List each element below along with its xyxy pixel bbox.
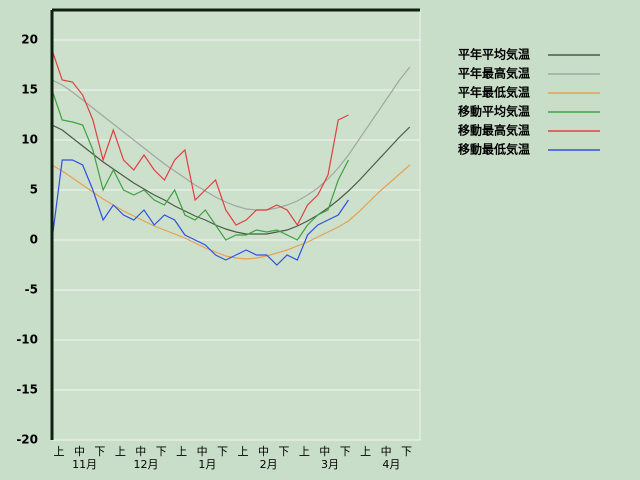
- y-tick-label: 10: [21, 133, 38, 147]
- x-tick-label: 下: [278, 445, 289, 458]
- y-tick-label: -20: [16, 433, 38, 447]
- legend-label: 平年平均気温: [458, 47, 530, 62]
- series-line: [51, 159, 349, 266]
- legend-label: 移動最低気温: [458, 142, 530, 157]
- month-label: 1月: [198, 458, 216, 471]
- month-label: 11月: [72, 458, 97, 471]
- month-label: 2月: [260, 458, 278, 471]
- month-label: 3月: [321, 458, 339, 471]
- x-tick-label: 中: [258, 445, 269, 458]
- x-tick-label: 中: [197, 445, 208, 458]
- y-tick-label: 15: [21, 83, 38, 97]
- x-tick-label: 上: [360, 445, 371, 458]
- x-tick-label: 下: [340, 445, 351, 458]
- y-tick-label: -15: [16, 383, 38, 397]
- x-tick-label: 中: [135, 445, 146, 458]
- y-tick-label: 5: [30, 183, 38, 197]
- x-tick-label: 中: [381, 445, 392, 458]
- series-line: [51, 89, 349, 241]
- x-tick-label: 上: [176, 445, 187, 458]
- series-line: [51, 124, 411, 235]
- x-tick-label: 下: [401, 445, 412, 458]
- y-tick-label: 0: [30, 233, 38, 247]
- x-tick-label: 上: [115, 445, 126, 458]
- legend-label: 移動最高気温: [458, 123, 530, 138]
- x-tick-label: 下: [94, 445, 105, 458]
- y-tick-label: -10: [16, 333, 38, 347]
- x-tick-label: 上: [299, 445, 310, 458]
- month-label: 4月: [382, 458, 400, 471]
- x-tick-label: 中: [74, 445, 85, 458]
- x-tick-label: 下: [156, 445, 167, 458]
- series-line: [51, 66, 411, 211]
- legend-label: 平年最低気温: [458, 85, 530, 100]
- legend-label: 移動平均気温: [458, 104, 530, 119]
- series-line: [51, 49, 349, 227]
- x-tick-label: 上: [238, 445, 249, 458]
- y-tick-label: 20: [21, 33, 38, 47]
- y-tick-label: -5: [25, 283, 38, 297]
- x-tick-label: 中: [319, 445, 330, 458]
- x-tick-label: 下: [217, 445, 228, 458]
- month-label: 12月: [134, 458, 159, 471]
- x-tick-label: 上: [54, 445, 65, 458]
- legend-label: 平年最高気温: [458, 66, 530, 81]
